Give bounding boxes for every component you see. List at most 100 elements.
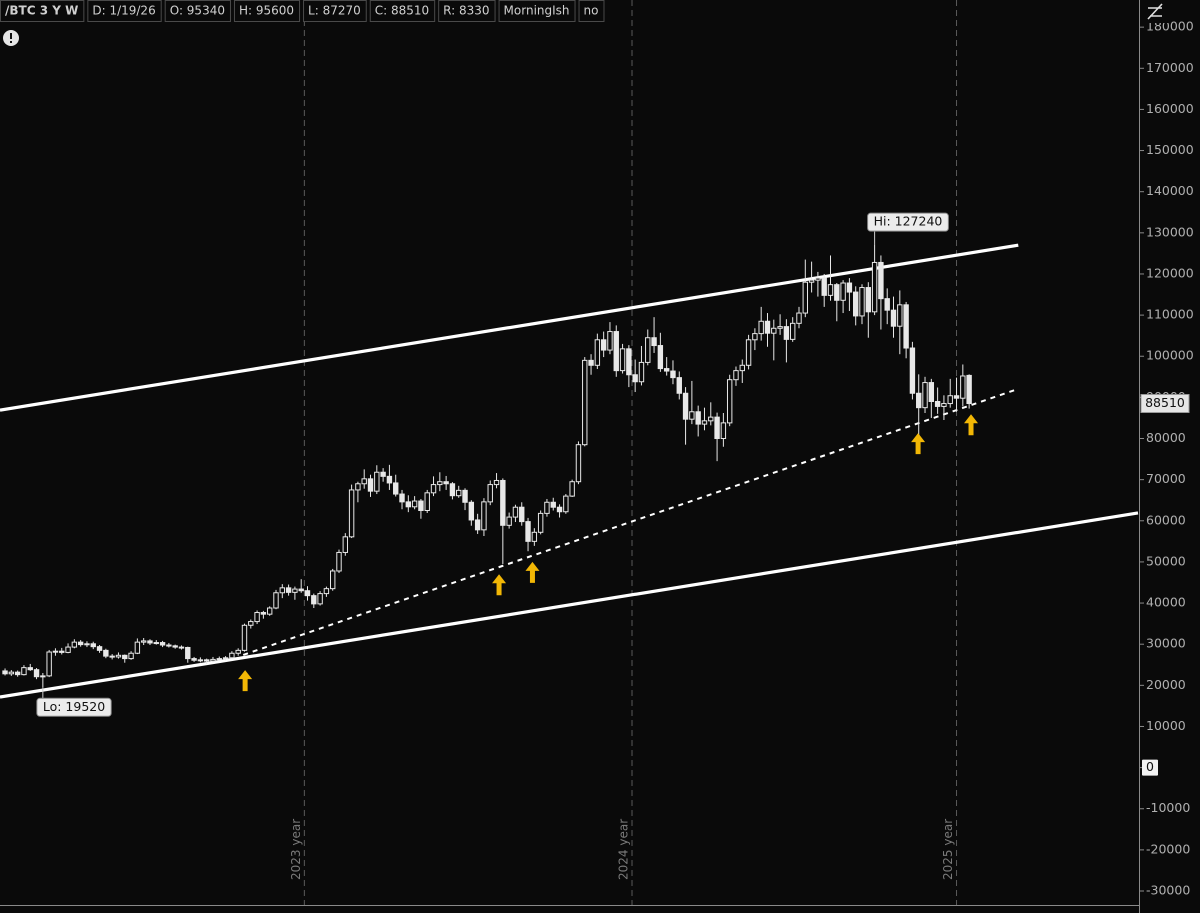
- candle-body: [651, 337, 657, 347]
- candle-body: [827, 284, 834, 296]
- header-item: D: 1/19/26: [92, 4, 155, 18]
- candle-body: [292, 588, 298, 593]
- candle-body: [147, 640, 153, 644]
- candle-body: [128, 652, 134, 660]
- style-icon[interactable]: [1141, 1, 1169, 23]
- year-label: 2024 year: [617, 819, 631, 880]
- header-box: [438, 0, 496, 22]
- candle-body: [506, 516, 512, 526]
- candle-body: [537, 512, 544, 533]
- candle-body: [374, 471, 380, 492]
- y-tick-label: 100000: [1146, 348, 1194, 363]
- candle-body: [77, 641, 84, 646]
- header-item: /BTC 3 Y W: [5, 4, 78, 18]
- candle-body: [317, 593, 323, 605]
- header-box: [369, 0, 436, 22]
- y-tick-label: 130000: [1146, 224, 1194, 239]
- year-label: 2025 year: [941, 819, 955, 880]
- candle-body: [525, 521, 531, 542]
- candle-body: [758, 320, 764, 335]
- candle-body: [109, 655, 115, 658]
- candle-body: [254, 612, 260, 623]
- candle-body: [897, 304, 903, 327]
- candle-body: [260, 612, 267, 615]
- candle-body: [355, 483, 361, 491]
- candle-body: [638, 361, 645, 383]
- candle-body: [922, 382, 928, 409]
- candle-body: [512, 506, 519, 518]
- candle-body: [645, 337, 651, 363]
- candle-body: [71, 641, 78, 648]
- callout-label: Lo: 19520: [43, 699, 105, 714]
- candle-body: [607, 331, 613, 351]
- candle-body: [909, 347, 916, 394]
- candle-body: [210, 658, 216, 662]
- candle-body: [216, 658, 222, 661]
- header-item: L: 87270: [308, 4, 361, 18]
- candle-body: [166, 644, 172, 647]
- header-item: R: 8330: [443, 4, 489, 18]
- candle-body: [695, 411, 701, 425]
- candle-body: [594, 339, 601, 366]
- candle-body: [229, 652, 235, 659]
- candle-body: [140, 640, 147, 643]
- candle-body: [411, 500, 418, 508]
- candle-body: [348, 489, 355, 538]
- candle-body: [273, 592, 279, 609]
- candle-body: [474, 519, 481, 531]
- candle-body: [941, 403, 947, 407]
- candle-body: [197, 659, 204, 662]
- candle-body: [613, 331, 619, 372]
- candle-body: [871, 261, 878, 313]
- candle-body: [689, 411, 695, 420]
- arrow: [525, 561, 540, 583]
- header-item: H: 95600: [239, 4, 294, 18]
- candle-body: [808, 279, 815, 283]
- candle-body: [393, 482, 399, 495]
- candle-body: [947, 395, 953, 405]
- candle-body: [708, 416, 714, 422]
- year-label: 2023 year: [289, 819, 303, 880]
- candle-body: [8, 671, 15, 675]
- zero-label-box: [1142, 759, 1158, 776]
- candle-body: [859, 287, 865, 317]
- candle-body: [619, 348, 626, 372]
- candle-body: [928, 382, 935, 402]
- candle-body: [745, 339, 752, 366]
- candle-body: [59, 650, 65, 653]
- candle-body: [487, 484, 493, 503]
- trendline: [0, 243, 1019, 412]
- header-item: MorningIsh: [504, 4, 570, 18]
- y-axis: 1800001700001600001500001400001300001200…: [1139, 19, 1194, 898]
- y-tick-label: 30000: [1146, 636, 1186, 651]
- candle-body: [342, 536, 349, 553]
- candle-body: [701, 420, 708, 425]
- candle-body: [285, 587, 292, 593]
- y-tick-label: 140000: [1146, 183, 1194, 198]
- candle-body: [462, 489, 468, 503]
- candle-body: [903, 304, 909, 349]
- candle-body: [203, 659, 210, 662]
- candle-body: [52, 650, 59, 653]
- callout-label: Hi: 127240: [874, 214, 943, 229]
- last-price-label: 88510: [1145, 395, 1185, 410]
- overlay-layer: Hi: 127240 Lo: 19520: [36, 212, 979, 717]
- y-tick-label: 110000: [1146, 307, 1194, 322]
- candle-body: [632, 374, 638, 383]
- candle-body: [531, 531, 538, 542]
- header-box: [498, 0, 576, 22]
- candle-body: [588, 359, 594, 366]
- candle-body: [2, 670, 8, 675]
- y-tick-label: 80000: [1146, 430, 1186, 445]
- arrow: [911, 433, 926, 455]
- candle-body: [815, 277, 821, 281]
- alert-icon[interactable]: [3, 30, 19, 46]
- candle-body: [336, 551, 342, 572]
- candle-body: [122, 654, 128, 660]
- candle-body: [846, 282, 853, 293]
- y-tick-label: 50000: [1146, 553, 1186, 568]
- arrow: [238, 670, 253, 692]
- candle-body: [304, 590, 311, 597]
- candle-body: [771, 327, 777, 334]
